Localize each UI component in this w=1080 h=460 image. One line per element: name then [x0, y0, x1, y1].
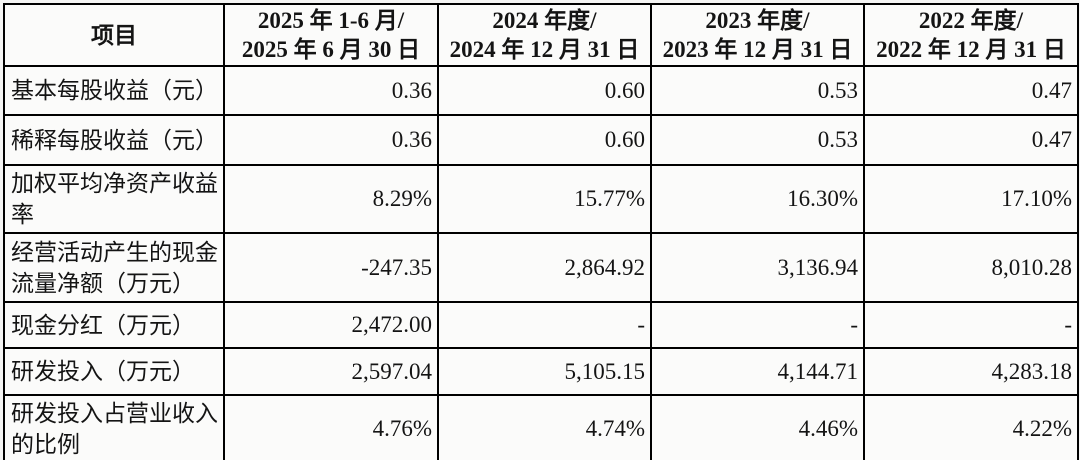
cell-value: 2,472.00	[223, 301, 439, 349]
cell-value: 2,864.92	[437, 232, 652, 303]
financial-indicators-table: 项目 2025 年 1-6 月/ 2025 年 6 月 30 日 2024 年度…	[3, 3, 1079, 460]
cell-value: 16.30%	[650, 164, 865, 234]
row-label: 加权平均净资产收益率	[3, 164, 225, 234]
period-line-1: 2024 年度/	[492, 8, 597, 33]
cell-value: 0.36	[223, 65, 439, 116]
cell-value: 0.36	[223, 114, 439, 166]
table-row-rd-investment: 研发投入（万元） 2,597.04 5,105.15 4,144.71 4,28…	[3, 347, 1079, 396]
header-row: 项目 2025 年 1-6 月/ 2025 年 6 月 30 日 2024 年度…	[3, 3, 1079, 67]
cell-value: -247.35	[223, 232, 439, 303]
period-line-2: 2022 年 12 月 31 日	[876, 37, 1066, 62]
cell-value: 2,597.04	[223, 347, 439, 396]
period-line-1: 2023 年度/	[705, 8, 810, 33]
column-header-2024: 2024 年度/ 2024 年 12 月 31 日	[437, 3, 652, 67]
cell-value: 0.60	[437, 114, 652, 166]
row-label: 研发投入（万元）	[3, 347, 225, 396]
cell-value: 15.77%	[437, 164, 652, 234]
cell-value: 4.46%	[650, 394, 865, 460]
cell-value: 3,136.94	[650, 232, 865, 303]
period-line-2: 2024 年 12 月 31 日	[449, 37, 640, 62]
cell-value: 5,105.15	[437, 347, 652, 396]
table-row-operating-cash-flow: 经营活动产生的现金流量净额（万元） -247.35 2,864.92 3,136…	[3, 232, 1079, 303]
row-label: 经营活动产生的现金流量净额（万元）	[3, 232, 225, 303]
period-line-2: 2025 年 6 月 30 日	[241, 37, 421, 62]
cell-value: 17.10%	[863, 164, 1079, 234]
cell-value: 0.53	[650, 114, 865, 166]
cell-value: 0.53	[650, 65, 865, 116]
column-header-2022: 2022 年度/ 2022 年 12 月 31 日	[863, 3, 1079, 67]
row-label: 稀释每股收益（元）	[3, 114, 225, 166]
cell-value: 8,010.28	[863, 232, 1079, 303]
column-header-2025h1: 2025 年 1-6 月/ 2025 年 6 月 30 日	[223, 3, 439, 67]
cell-value: 0.47	[863, 65, 1079, 116]
row-label: 研发投入占营业收入的比例	[3, 394, 225, 460]
cell-value: 4.22%	[863, 394, 1079, 460]
table-row-weighted-roe: 加权平均净资产收益率 8.29% 15.77% 16.30% 17.10%	[3, 164, 1079, 234]
cell-value: -	[863, 301, 1079, 349]
cell-value: 4,283.18	[863, 347, 1079, 396]
cell-value: 4.74%	[437, 394, 652, 460]
period-line-2: 2023 年 12 月 31 日	[662, 37, 853, 62]
table-row-basic-eps: 基本每股收益（元） 0.36 0.60 0.53 0.47	[3, 65, 1079, 116]
cell-value: 0.47	[863, 114, 1079, 166]
cell-value: 4,144.71	[650, 347, 865, 396]
cell-value: 0.60	[437, 65, 652, 116]
cell-value: 4.76%	[223, 394, 439, 460]
table-row-diluted-eps: 稀释每股收益（元） 0.36 0.60 0.53 0.47	[3, 114, 1079, 166]
cell-value: -	[437, 301, 652, 349]
table-row-cash-dividend: 现金分红（万元） 2,472.00 - - -	[3, 301, 1079, 349]
period-line-1: 2022 年度/	[918, 8, 1024, 33]
period-line-1: 2025 年 1-6 月/	[257, 8, 405, 33]
row-label: 现金分红（万元）	[3, 301, 225, 349]
table-row-rd-revenue-ratio: 研发投入占营业收入的比例 4.76% 4.74% 4.46% 4.22%	[3, 394, 1079, 460]
row-label: 基本每股收益（元）	[3, 65, 225, 116]
column-header-item: 项目	[3, 3, 225, 67]
item-header-label: 项目	[91, 22, 137, 48]
cell-value: 8.29%	[223, 164, 439, 234]
column-header-2023: 2023 年度/ 2023 年 12 月 31 日	[650, 3, 865, 67]
cell-value: -	[650, 301, 865, 349]
